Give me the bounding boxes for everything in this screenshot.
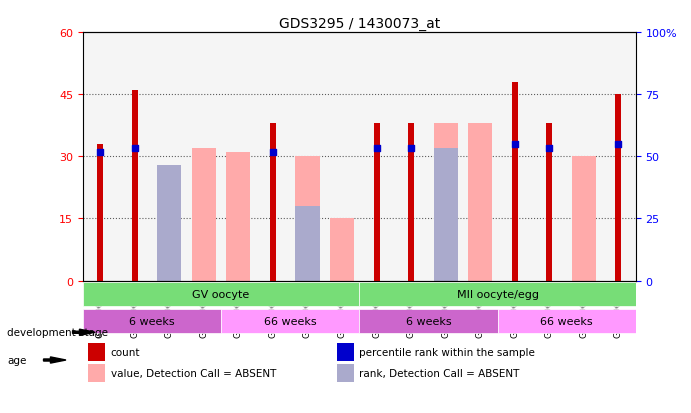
Text: 6 weeks: 6 weeks — [129, 316, 175, 327]
Bar — [270, 124, 276, 281]
Bar — [83, 33, 117, 281]
Text: MII oocyte/egg: MII oocyte/egg — [457, 290, 538, 299]
Text: 66 weeks: 66 weeks — [540, 316, 593, 327]
FancyBboxPatch shape — [221, 309, 359, 334]
Bar — [158, 186, 181, 281]
Bar — [88, 344, 105, 361]
Text: percentile rank within the sample: percentile rank within the sample — [359, 347, 536, 358]
Bar — [434, 149, 457, 281]
Point — [129, 145, 140, 152]
Bar — [567, 33, 601, 281]
Point — [544, 145, 555, 152]
Bar — [290, 33, 325, 281]
Bar — [227, 153, 250, 281]
Bar — [187, 33, 221, 281]
Bar — [532, 33, 567, 281]
Text: development stage: development stage — [7, 328, 108, 337]
Bar — [296, 157, 319, 281]
Title: GDS3295 / 1430073_at: GDS3295 / 1430073_at — [278, 17, 440, 31]
Bar — [337, 364, 354, 382]
Bar — [97, 145, 103, 281]
Bar — [512, 83, 518, 281]
Bar — [158, 165, 181, 281]
Text: value, Detection Call = ABSENT: value, Detection Call = ABSENT — [111, 368, 276, 378]
Bar — [601, 33, 636, 281]
Bar — [394, 33, 428, 281]
FancyBboxPatch shape — [359, 282, 636, 306]
Bar — [325, 33, 359, 281]
Bar — [428, 33, 463, 281]
Point — [509, 141, 520, 148]
Bar — [256, 33, 290, 281]
Bar — [152, 33, 187, 281]
Bar — [547, 124, 552, 281]
Bar — [296, 206, 319, 281]
Bar — [359, 33, 394, 281]
Text: rank, Detection Call = ABSENT: rank, Detection Call = ABSENT — [359, 368, 520, 378]
Bar — [434, 124, 457, 281]
Bar — [374, 124, 379, 281]
Bar — [572, 157, 596, 281]
Point — [371, 145, 382, 152]
FancyBboxPatch shape — [83, 282, 359, 306]
Text: GV oocyte: GV oocyte — [193, 290, 249, 299]
Bar — [88, 364, 105, 382]
Bar — [191, 149, 216, 281]
Bar — [463, 33, 498, 281]
Bar — [616, 95, 621, 281]
Bar — [408, 124, 414, 281]
Bar — [330, 219, 354, 281]
Text: 66 weeks: 66 weeks — [264, 316, 316, 327]
Bar — [468, 124, 492, 281]
Bar — [337, 344, 354, 361]
Point — [95, 150, 106, 156]
Point — [613, 141, 624, 148]
Text: 6 weeks: 6 weeks — [406, 316, 451, 327]
Bar — [221, 33, 256, 281]
Text: age: age — [7, 355, 26, 365]
Bar — [498, 33, 532, 281]
Point — [406, 145, 417, 152]
FancyBboxPatch shape — [83, 309, 221, 334]
Text: count: count — [111, 347, 140, 358]
Point — [267, 150, 278, 156]
Bar — [117, 33, 152, 281]
Bar — [132, 91, 138, 281]
FancyBboxPatch shape — [359, 309, 498, 334]
FancyBboxPatch shape — [498, 309, 636, 334]
